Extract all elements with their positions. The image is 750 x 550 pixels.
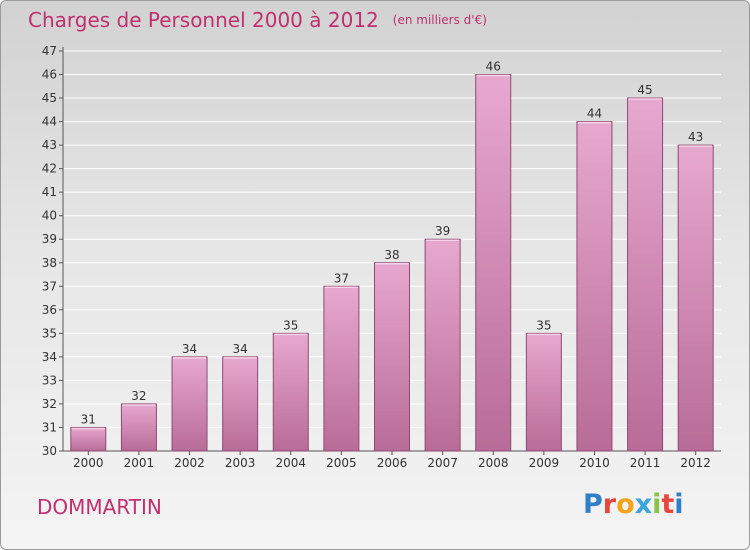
data-label: 43 <box>688 130 703 144</box>
x-tick-label: 2012 <box>680 456 711 470</box>
y-tick-label: 35 <box>42 326 57 340</box>
x-tick-label: 2004 <box>275 456 306 470</box>
bar <box>627 97 664 452</box>
x-tick-label: 2000 <box>73 456 104 470</box>
x-tick-label: 2009 <box>529 456 560 470</box>
y-tick-label: 38 <box>42 256 57 270</box>
proxiti-logo: Proxiti <box>583 489 684 520</box>
y-tick-label: 43 <box>42 138 57 152</box>
bar <box>323 285 360 452</box>
y-tick-label: 36 <box>42 303 57 317</box>
x-tick-label: 2005 <box>326 456 357 470</box>
logo-letter: t <box>661 489 675 520</box>
logo-letter: P <box>583 489 603 520</box>
y-tick-label: 37 <box>42 279 57 293</box>
bar <box>525 332 562 452</box>
x-tick-label: 2010 <box>579 456 610 470</box>
data-label: 34 <box>233 342 248 356</box>
data-label: 45 <box>637 83 652 97</box>
bar <box>677 144 714 452</box>
y-tick-label: 41 <box>42 185 57 199</box>
y-tick-label: 39 <box>42 232 57 246</box>
axes: 30 31 32 33 34 35 36 37 38 39 40 41 42 43 44 45 46 47 2000… <box>42 44 721 470</box>
logo-letter: i <box>652 489 662 520</box>
x-tick-label: 2003 <box>225 456 256 470</box>
data-label: 35 <box>536 318 551 332</box>
bars <box>70 74 714 452</box>
logo-letter: i <box>674 489 684 520</box>
y-tick-label: 34 <box>42 350 57 364</box>
y-tick-label: 30 <box>42 444 57 458</box>
chart-title-text: Charges de Personnel 2000 à 2012 <box>28 8 379 32</box>
logo-letter: r <box>602 489 617 520</box>
data-label: 38 <box>384 248 399 262</box>
city-name: DOMMARTIN <box>37 495 162 519</box>
bar <box>272 332 309 452</box>
x-tick-label: 2001 <box>124 456 155 470</box>
y-tick-label: 33 <box>42 373 57 387</box>
data-label: 46 <box>486 60 501 74</box>
y-tick-label: 42 <box>42 162 57 176</box>
data-label: 35 <box>283 318 298 332</box>
y-tick-label: 32 <box>42 397 57 411</box>
x-tick-label: 2008 <box>478 456 509 470</box>
bar <box>120 403 157 452</box>
y-tick-label: 40 <box>42 209 57 223</box>
data-label: 32 <box>131 389 146 403</box>
data-label: 44 <box>587 107 602 121</box>
bar <box>70 426 107 452</box>
x-tick-label: 2006 <box>377 456 408 470</box>
bar <box>374 262 410 452</box>
data-label: 37 <box>334 271 349 285</box>
bar <box>222 356 259 452</box>
bar <box>475 74 512 452</box>
y-tick-label: 45 <box>42 91 57 105</box>
data-label: 34 <box>182 342 197 356</box>
bar <box>576 121 613 452</box>
chart-subtitle: (en milliers d'€) <box>392 13 487 27</box>
x-tick-label: 2002 <box>174 456 205 470</box>
bar <box>424 238 461 452</box>
x-tick-label: 2007 <box>427 456 458 470</box>
bar <box>171 356 208 452</box>
logo-letter: o <box>616 489 635 520</box>
logo-letter: x <box>634 489 653 520</box>
data-labels: 31 32 34 34 35 37 38 39 46 35 44 45 43 <box>81 60 704 427</box>
y-tick-label: 47 <box>42 44 57 58</box>
x-tick-label: 2011 <box>630 456 661 470</box>
y-tick-label: 31 <box>42 420 57 434</box>
data-label: 39 <box>435 224 450 238</box>
y-tick-label: 44 <box>42 115 57 129</box>
data-label: 31 <box>81 412 96 426</box>
chart-title: Charges de Personnel 2000 à 2012 (en mill… <box>28 8 487 32</box>
y-tick-label: 46 <box>42 68 57 82</box>
